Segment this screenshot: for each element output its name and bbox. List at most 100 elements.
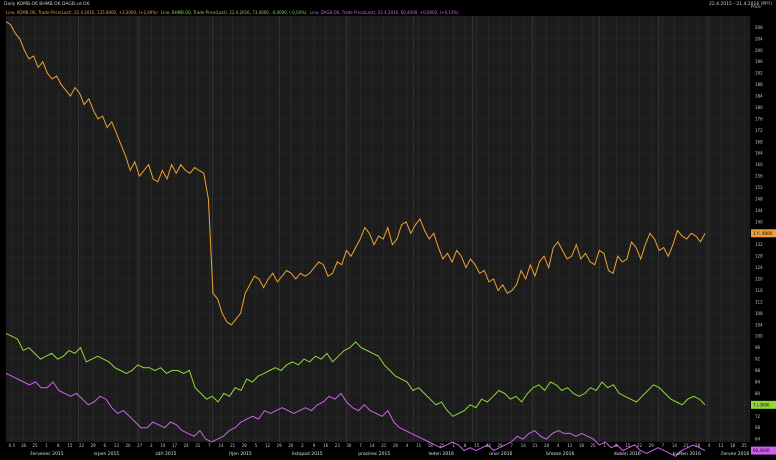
y-tick-label: 96: [755, 345, 761, 350]
y-tick-label: 84: [755, 379, 761, 384]
x-tick-label: 20: [126, 443, 132, 448]
x-tick-label: 28: [242, 443, 248, 448]
x-tick-label: 11: [718, 443, 724, 448]
x-tick-label: 18: [579, 443, 585, 448]
x-tick-label: 25: [33, 443, 39, 448]
x-tick-label: 21: [532, 443, 538, 448]
y-tick-label: 68: [755, 425, 761, 430]
x-axis: 6.5 18 25 1 8 15 22 29 6 13 20 27 3 10 17 24 31 7 14 21 28 5 1…: [9, 443, 750, 457]
y-tick-label: 104: [755, 322, 763, 327]
x-month-label: září 2015: [155, 450, 176, 457]
series-line-bhmb-o6: [5, 332, 706, 417]
vertical-gridlines: [11, 16, 745, 442]
x-month-label: duben 2016: [614, 451, 641, 457]
x-tick-label: 23: [335, 443, 341, 448]
x-tick-label: 15: [625, 443, 631, 448]
x-tick-label: 7: [662, 443, 665, 448]
x-tick-label: 12: [265, 443, 271, 448]
y-tick-label: 116: [755, 288, 763, 293]
y-tick-label: 72: [755, 414, 761, 419]
x-tick-label: 4: [708, 443, 711, 448]
last-value-tag: [751, 229, 776, 238]
y-tick-label: 148: [755, 196, 763, 201]
y-tick-label: 184: [755, 94, 763, 99]
x-tick-label: 14: [521, 443, 527, 448]
y-tick-label: 160: [755, 162, 763, 167]
x-month-label: srpen 2015: [94, 451, 120, 457]
x-tick-label: 7: [359, 443, 362, 448]
x-tick-label: 16: [323, 443, 329, 448]
last-value-label: 60,4000: [753, 448, 770, 453]
x-month-label: listopad 2015: [292, 451, 323, 457]
legend-item-bhmb: Line, BHMB.O6, Trade Price(Last), 22.4.2…: [161, 10, 307, 15]
y-tick-label: 156: [755, 174, 763, 179]
y-tick-label: 140: [755, 219, 763, 224]
x-tick-label: 29: [649, 443, 655, 448]
x-tick-label: 31: [195, 443, 201, 448]
x-tick-label: 5: [255, 443, 258, 448]
date-range: 22.4.2015 - 21.4.2016 (PP?): [708, 2, 772, 7]
y-tick-label: 76: [755, 402, 761, 407]
y-tick-label: 196: [755, 59, 763, 64]
x-month-label: únor 2016: [489, 450, 512, 457]
x-tick-label: 1: [45, 443, 48, 448]
x-tick-label: 7: [208, 443, 211, 448]
x-month-label: leden 2016: [429, 451, 455, 457]
y-tick-label: 144: [755, 208, 763, 213]
x-tick-label: 7: [510, 443, 513, 448]
y-tick-label: 192: [755, 71, 763, 76]
y-tick-label: 152: [755, 185, 763, 190]
x-tick-label: 8: [464, 443, 467, 448]
x-tick-label: 6: [104, 443, 107, 448]
x-tick-label: 1: [452, 443, 455, 448]
x-tick-label: 28: [695, 443, 701, 448]
y-tick-label: 112: [755, 299, 763, 304]
x-tick-label: 2: [301, 443, 304, 448]
x-tick-label: 24: [184, 443, 190, 448]
x-tick-label: 10: [160, 443, 166, 448]
y-tick-label: 136: [755, 231, 763, 236]
x-tick-label: 11: [567, 443, 573, 448]
x-tick-label: 21: [381, 443, 387, 448]
legend: Line, KOMB.O6, Trade Price(Last), 22.4.2…: [6, 10, 461, 15]
x-tick-label: 8: [57, 443, 60, 448]
series-line-komb-o6: [5, 21, 706, 326]
x-tick-label: 14: [370, 443, 376, 448]
x-tick-label: 4: [406, 443, 409, 448]
x-tick-label: 28: [544, 443, 550, 448]
y-tick-label: 108: [755, 311, 763, 316]
x-tick-label: 19: [277, 443, 283, 448]
x-tick-label: 18: [428, 443, 434, 448]
x-tick-label: 22: [637, 443, 643, 448]
x-month-label: červen 2016: [721, 450, 749, 457]
series-line-dagb-o6: [5, 372, 706, 457]
x-tick-label: 29: [91, 443, 97, 448]
x-tick-label: 3: [150, 443, 153, 448]
x-month-label: březen 2016: [546, 450, 574, 457]
y-tick-label: 200: [755, 48, 763, 53]
chart-title: Daily KOMB.O6 BHMB.O6 DAGB.sd.O6: [4, 2, 90, 7]
x-tick-label: 14: [672, 443, 678, 448]
x-tick-label: 17: [172, 443, 178, 448]
y-tick-label: 132: [755, 242, 763, 247]
y-tick-label: 188: [755, 82, 763, 87]
last-value-label: 135,9000: [753, 231, 773, 236]
y-tick-label: 92: [755, 357, 761, 362]
x-tick-label: 26: [288, 443, 294, 448]
legend-item-komb: Line, KOMB.O6, Trade Price(Last), 22.4.2…: [6, 10, 158, 15]
last-value-tag: [751, 400, 776, 409]
x-month-label: červenec 2015: [30, 450, 64, 457]
y-tick-label: 80: [755, 391, 761, 396]
x-tick-label: 15: [67, 443, 73, 448]
x-tick-label: 1: [603, 443, 606, 448]
y-axis: 64 68 72 76 80 84 88 92 96 100 104 108 112 116 120 124 1…: [755, 25, 763, 442]
x-tick-label: 25: [742, 443, 748, 448]
x-tick-label: 22: [79, 443, 85, 448]
x-tick-label: 18: [21, 443, 27, 448]
horizontal-gridlines: [6, 27, 750, 440]
last-value-label: 73,0000: [753, 402, 770, 407]
y-tick-label: 164: [755, 151, 763, 156]
x-month-label: květen 2016: [673, 450, 701, 457]
